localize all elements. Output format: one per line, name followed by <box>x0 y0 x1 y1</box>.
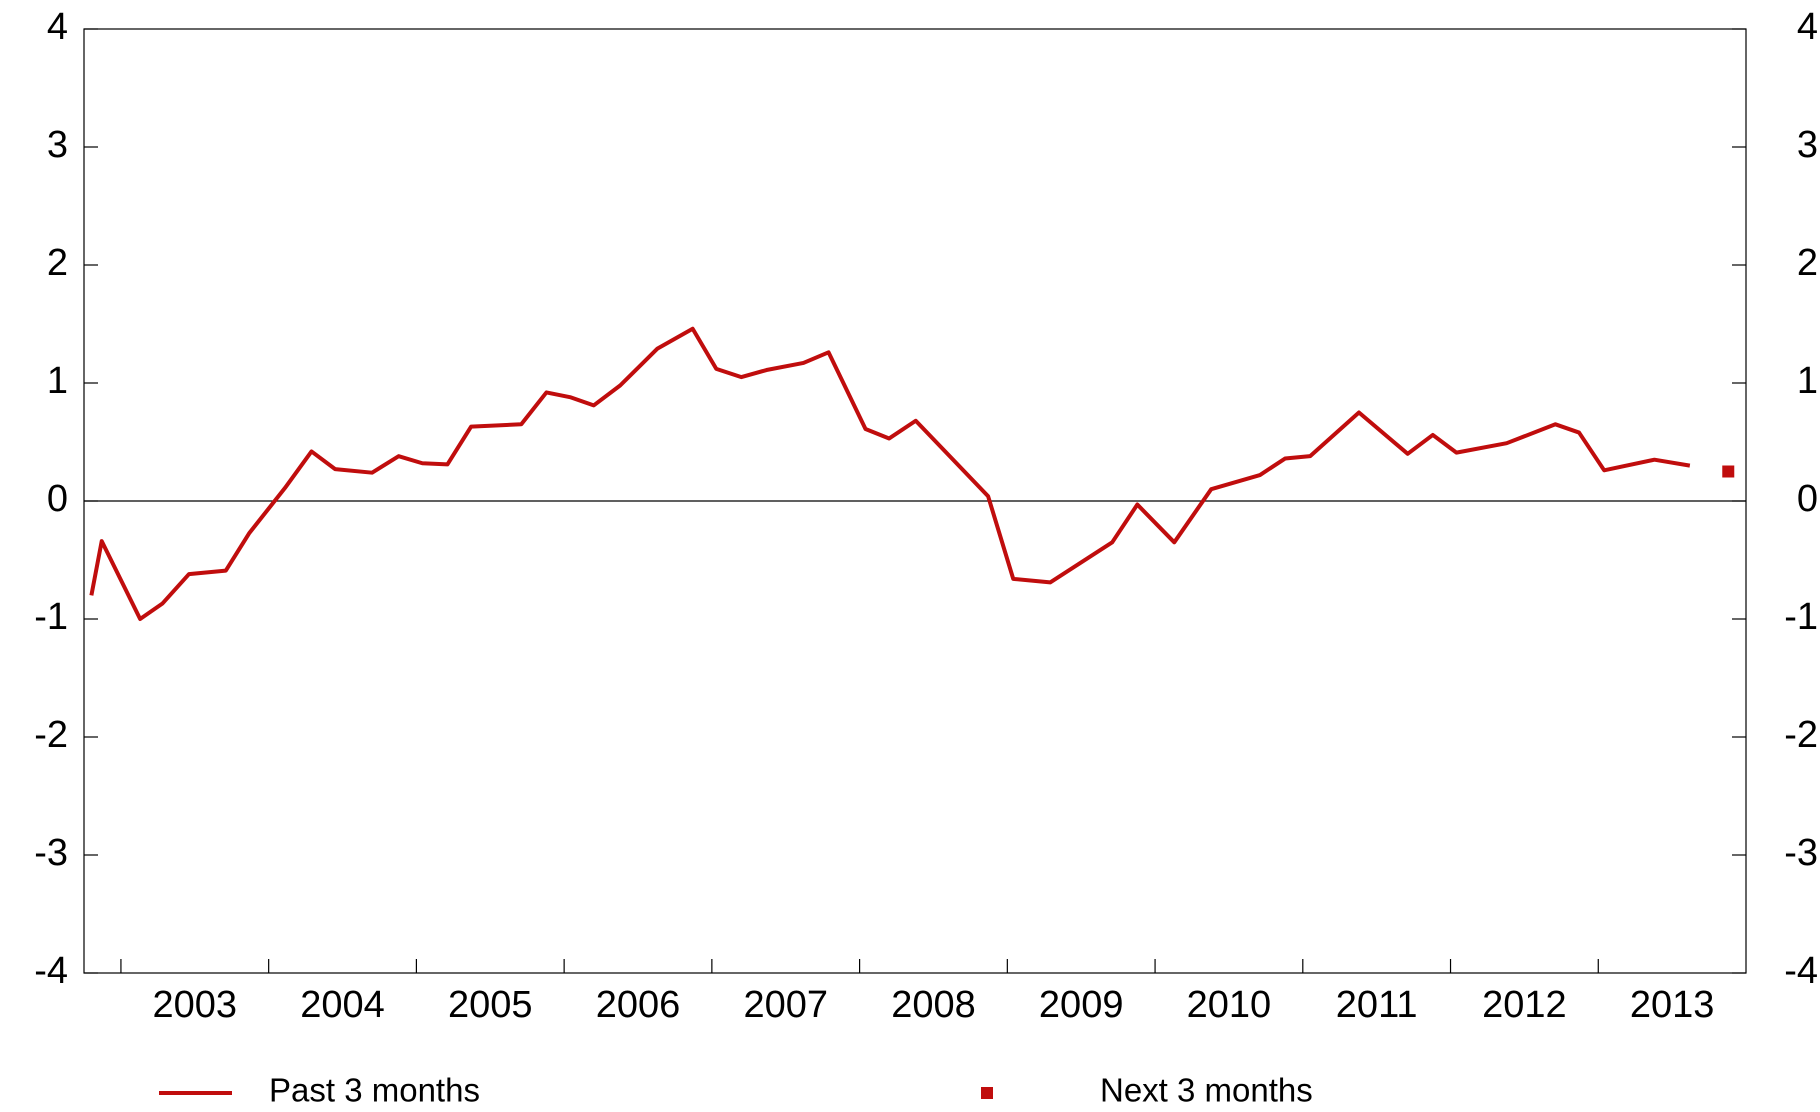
x-tick-label: 2012 <box>1482 984 1567 1026</box>
y2-tick-label: -2 <box>1784 714 1818 756</box>
y-tick-label: -2 <box>34 714 68 756</box>
y2-tick-label: 2 <box>1797 242 1818 284</box>
y-tick-label: 0 <box>47 478 68 520</box>
y2-tick-label: -1 <box>1784 596 1818 638</box>
x-tick-label: 2010 <box>1187 984 1272 1026</box>
y2-tick-label: 4 <box>1797 6 1818 48</box>
y2-tick-label: -3 <box>1784 832 1818 874</box>
y-tick-label: -4 <box>34 950 68 992</box>
legend-label: Next 3 months <box>1100 1072 1313 1109</box>
x-tick-label: 2005 <box>448 984 533 1026</box>
line-series <box>89 326 1691 621</box>
x-tick-label: 2008 <box>891 984 976 1026</box>
x-tick-label: 2003 <box>153 984 238 1026</box>
x-tick-label: 2007 <box>743 984 828 1026</box>
x-tick-label: 2011 <box>1336 984 1418 1026</box>
point <box>1722 465 1735 478</box>
y-tick-label: 3 <box>47 124 68 166</box>
legend-label: Past 3 months <box>269 1072 480 1109</box>
x-tick-label: 2004 <box>300 984 385 1026</box>
y-tick-label: 2 <box>47 242 68 284</box>
y-tick-label: 4 <box>47 6 68 48</box>
x-tick-label: 2013 <box>1630 984 1715 1026</box>
y-tick-label: -3 <box>34 832 68 874</box>
legend-swatch <box>981 1087 993 1099</box>
y2-tick-label: 3 <box>1797 124 1818 166</box>
y2-tick-label: 0 <box>1797 478 1818 520</box>
y2-tick-label: 1 <box>1797 360 1818 402</box>
y2-tick-label: -4 <box>1784 950 1818 992</box>
y-tick-label: -1 <box>34 596 68 638</box>
y-tick-label: 1 <box>47 360 68 402</box>
x-tick-label: 2006 <box>596 984 681 1026</box>
x-tick-label: 2009 <box>1039 984 1124 1026</box>
